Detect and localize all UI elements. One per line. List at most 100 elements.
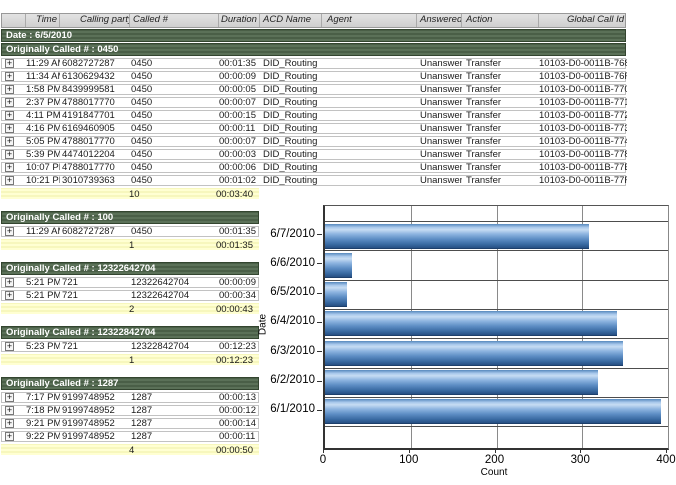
row-separator [325,396,668,398]
bar-6/2/2010 [325,370,598,395]
duration-cell: 00:01:35 [219,59,256,68]
action-cell: Transfer [466,124,502,133]
expand-cell: + [2,137,26,146]
table-row: +4:11 PM 4191847701 0450 00:00:15 DID_Routin… [1,110,627,121]
summary-total-duration: 00:01:35 [216,240,253,251]
column-header-Time: Time [26,14,60,27]
action-cell: Transfer [466,176,502,185]
expand-plus-icon[interactable]: + [5,111,14,120]
calling-party-cell: 6082727287 [62,59,115,68]
row-separator [325,250,668,252]
y-tick-mark [317,234,322,235]
group-summary-row: 10 00:03:40 [1,188,259,200]
bar-6/7/2010 [325,223,590,249]
expand-plus-icon[interactable]: + [5,432,14,441]
y-tick-mark [317,263,322,265]
duration-cell: 00:00:09 [219,278,256,287]
action-cell: Transfer [466,85,502,94]
duration-cell: 00:00:11 [219,124,256,133]
table-row: +9:21 PM 9199748952 1287 00:00:14 [1,418,259,429]
expand-plus-icon[interactable]: + [5,137,14,146]
action-cell: Transfer [466,137,502,146]
called-number-cell: 12322642704 [131,291,190,300]
x-tick-label-300: 300 [570,454,590,466]
expand-plus-icon[interactable]: + [5,278,14,287]
bar-6/1/2010 [325,399,662,425]
answered-cell: Unanswered [420,124,462,133]
y-tick-mark [317,351,322,353]
table-row: +7:17 PM 9199748952 1287 00:00:13 [1,392,259,403]
time-cell: 9:22 PM [26,432,60,441]
expand-plus-icon[interactable]: + [5,98,14,107]
x-tick-mark [408,449,410,453]
expand-plus-icon[interactable]: + [5,150,14,159]
duration-cell: 00:00:09 [219,72,256,81]
expand-plus-icon[interactable]: + [5,85,14,94]
calling-party-cell: 9199748952 [62,419,115,428]
called-number-cell: 0450 [131,85,153,94]
expand-cell: + [2,59,26,68]
expand-cell: + [2,176,26,185]
acd-name-cell: DID_Routing [263,85,318,94]
summary-call-count: 1 [129,240,135,251]
group-summary-row: 1 00:01:35 [1,239,259,251]
column-header-Agent: Agent [322,14,417,27]
expand-plus-icon[interactable]: + [5,176,14,185]
summary-total-duration: 00:00:50 [216,445,253,456]
answered-cell: Unanswered [420,72,462,81]
calling-party-cell: 6082727287 [62,227,115,236]
x-tick-label-400: 400 [656,454,676,466]
table-row: +9:22 PM 9199748952 1287 00:00:11 [1,431,259,442]
time-cell: 1:58 PM [26,85,60,94]
row-separator [325,426,668,428]
action-cell: Transfer [466,150,502,159]
expand-plus-icon[interactable]: + [5,393,14,402]
called-number-cell: 0450 [131,72,153,81]
acd-name-cell: DID_Routing [263,124,318,133]
called-number-cell: 0450 [131,150,153,159]
time-cell: 5:21 PM [26,278,60,287]
global-call-id-cell: 10103-D0-0011B-771 [539,98,627,107]
called-number-cell: 1287 [131,406,153,415]
calling-party-cell: 9199748952 [62,406,115,415]
group-header: Originally Called # : 100 [1,211,259,224]
duration-cell: 00:00:14 [219,419,256,428]
expand-plus-icon[interactable]: + [5,419,14,428]
column-header-Called #: Called # [130,14,219,27]
expand-cell: + [2,85,26,94]
expand-cell: + [2,419,26,428]
expand-plus-icon[interactable]: + [5,124,14,133]
column-header-Action: Action [462,14,539,27]
called-number-cell: 0450 [131,176,153,185]
expand-cell: + [2,278,26,287]
y-tick-mark [317,380,322,382]
answered-cell: Unanswered [420,85,462,94]
expand-plus-icon[interactable]: + [5,342,14,351]
table-row: +4:16 PM 6169460905 0450 00:00:11 DID_Routin… [1,123,627,134]
answered-cell: Unanswered [420,176,462,185]
column-header-ACD Name: ACD Name [260,14,322,27]
expand-plus-icon[interactable]: + [5,72,14,81]
acd-name-cell: DID_Routing [263,72,318,81]
time-cell: 5:39 PM [26,150,60,159]
answered-cell: Unanswered [420,98,462,107]
summary-total-duration: 00:12:23 [216,355,253,366]
table-row: +11:34 AM6130629432 0450 00:00:09 DID_Routi… [1,71,627,82]
action-cell: Transfer [466,72,502,81]
table-row: +1:58 PM 8439999581 0450 00:00:05 DID_Routin… [1,84,627,95]
expand-cell: + [2,98,26,107]
expand-plus-icon[interactable]: + [5,227,14,236]
expand-plus-icon[interactable]: + [5,59,14,68]
expand-plus-icon[interactable]: + [5,406,14,415]
expand-plus-icon[interactable]: + [5,291,14,300]
duration-cell: 00:00:13 [219,393,256,402]
duration-cell: 00:00:06 [219,163,256,172]
calling-party-cell: 4788017770 [62,163,115,172]
global-call-id-cell: 10103-D0-0011B-772 [539,111,627,120]
expand-plus-icon[interactable]: + [5,163,14,172]
row-separator [325,338,668,340]
time-cell: 4:11 PM [26,111,60,120]
y-tick-label-6/6/2010: 6/6/2010 [270,256,315,269]
summary-call-count: 2 [129,304,135,315]
